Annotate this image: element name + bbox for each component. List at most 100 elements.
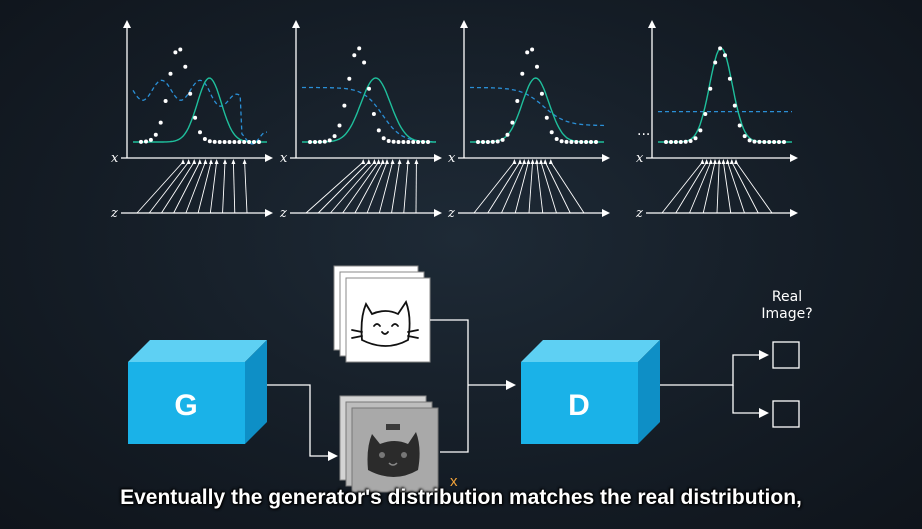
real-distribution-point	[530, 47, 535, 52]
mapping-line	[209, 161, 218, 214]
real-distribution-point	[723, 53, 727, 58]
mapping-line	[722, 161, 732, 214]
real-distribution-point	[313, 140, 317, 144]
real-distribution-point	[247, 140, 252, 144]
real-distribution-point	[163, 99, 168, 103]
real-distribution-point	[381, 136, 386, 141]
mapping-line	[514, 161, 529, 214]
discriminator-side-face	[638, 340, 660, 444]
real-distribution-point	[337, 123, 342, 128]
real-distribution-point	[772, 140, 777, 144]
subtitle-caption: Eventually the generator's distribution …	[120, 486, 802, 509]
real-distribution-point	[673, 140, 678, 144]
mapping-line	[544, 161, 571, 214]
real-distribution-point	[362, 60, 367, 65]
mapping-line	[136, 161, 184, 214]
discriminator-block: D	[521, 340, 660, 444]
z-axis-label: z	[279, 206, 287, 221]
real-distribution-point	[242, 140, 247, 144]
output-checkbox-bottom	[772, 400, 800, 428]
real-image-stack	[333, 265, 431, 363]
mapping-line	[197, 161, 212, 214]
real-distribution-point	[257, 140, 261, 144]
real-distribution-point	[500, 137, 505, 142]
real-distribution-point	[554, 137, 559, 141]
distribution-panel-1: xz	[110, 20, 273, 221]
mapping-line	[731, 161, 759, 214]
real-distribution-point	[713, 60, 718, 65]
real-distribution-point	[173, 50, 178, 55]
real-distribution-point	[569, 140, 574, 144]
real-distribution-point	[232, 140, 237, 144]
real-distribution-point	[703, 112, 708, 116]
real-distribution-point	[579, 140, 584, 144]
mapping-line	[403, 161, 409, 214]
real-distribution-point	[342, 103, 347, 108]
real-distribution-point	[148, 137, 153, 142]
real-distribution-point	[767, 140, 772, 144]
mapping-line	[317, 161, 370, 214]
real-distribution-point	[777, 140, 781, 144]
mapping-line	[689, 161, 712, 214]
real-distribution-point	[476, 140, 480, 144]
real-distribution-point	[207, 139, 212, 144]
mapping-line	[148, 161, 189, 214]
real-distribution-point	[688, 139, 693, 143]
real-distribution-point	[406, 140, 411, 144]
discriminator-front-face	[521, 362, 638, 444]
real-distribution-point	[549, 130, 554, 135]
real-distribution-point	[747, 138, 752, 143]
real-distribution-point	[732, 103, 737, 108]
real-distribution-point	[426, 140, 430, 144]
mapping-line	[232, 161, 236, 214]
mapping-line	[675, 161, 707, 214]
mapping-line	[222, 161, 226, 214]
mapping-line	[501, 161, 525, 214]
real-distribution-point	[727, 76, 732, 81]
noisy-cat-icon	[367, 424, 420, 477]
generated-distribution-curve	[658, 47, 792, 143]
discriminator-curve	[302, 86, 436, 143]
mapping-line	[487, 161, 521, 214]
real-distribution-point	[544, 115, 549, 120]
real-distribution-point	[752, 139, 757, 144]
real-distribution-point	[559, 139, 564, 144]
real-distribution-point	[678, 140, 683, 144]
generator-block: G	[128, 340, 267, 444]
mapping-line	[366, 161, 388, 214]
real-distribution-point	[188, 91, 193, 96]
real-distribution-point	[376, 128, 381, 133]
real-distribution-point	[421, 140, 425, 144]
x-axis-label: x	[448, 151, 456, 166]
real-distribution-point	[742, 134, 747, 139]
mapping-line	[391, 161, 401, 214]
discriminator-top-face	[521, 340, 660, 362]
real-distribution-point	[332, 134, 337, 139]
real-distribution-point	[391, 139, 396, 144]
mapping-line	[550, 161, 585, 214]
mapping-line	[528, 161, 534, 214]
distribution-panel-3: xz	[447, 20, 610, 221]
real-distribution-point	[564, 139, 569, 144]
real-distribution-point	[416, 140, 421, 144]
mapping-line	[735, 161, 773, 214]
mapping-line	[244, 161, 248, 214]
real-distribution-point	[183, 64, 188, 69]
distribution-panel-4: xz	[635, 20, 798, 221]
real-distribution-point	[782, 140, 786, 144]
z-axis-label: z	[110, 206, 118, 221]
real-distribution-point	[396, 140, 401, 144]
generator-side-face	[245, 340, 267, 444]
real-distribution-point	[178, 47, 183, 52]
real-distribution-point	[222, 140, 227, 144]
generated-image	[339, 395, 439, 493]
mapping-line	[473, 161, 515, 214]
real-distribution-point	[367, 86, 371, 91]
real-distribution-point	[401, 140, 406, 144]
mapping-line	[354, 161, 384, 214]
real-distribution-point	[490, 139, 495, 144]
real-distribution-point	[762, 140, 767, 144]
real-distribution-point	[202, 137, 207, 141]
real-distribution-point	[594, 140, 598, 144]
